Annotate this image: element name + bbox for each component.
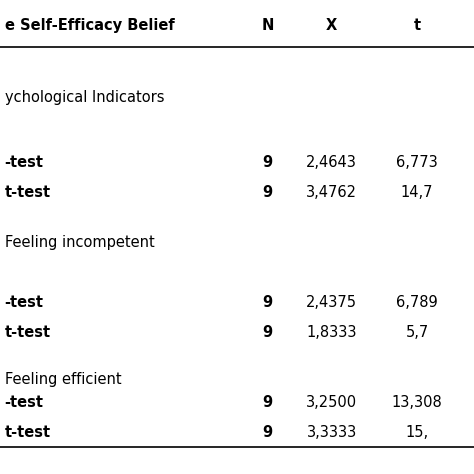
Text: t-test: t-test	[5, 185, 51, 200]
Text: 9: 9	[263, 155, 273, 170]
Text: 9: 9	[263, 295, 273, 310]
Text: -test: -test	[5, 155, 44, 170]
Text: t-test: t-test	[5, 425, 51, 440]
Text: 9: 9	[263, 325, 273, 340]
Text: -test: -test	[5, 395, 44, 410]
Text: 9: 9	[263, 425, 273, 440]
Text: 3,3333: 3,3333	[307, 425, 357, 440]
Text: 3,2500: 3,2500	[306, 395, 357, 410]
Text: 2,4375: 2,4375	[306, 295, 357, 310]
Text: Feeling incompetent: Feeling incompetent	[5, 235, 155, 250]
Text: 5,7: 5,7	[405, 325, 429, 340]
Text: t-test: t-test	[5, 325, 51, 340]
Text: -test: -test	[5, 295, 44, 310]
Text: 9: 9	[263, 395, 273, 410]
Text: 1,8333: 1,8333	[307, 325, 357, 340]
Text: e Self-Efficacy Belief: e Self-Efficacy Belief	[5, 18, 174, 33]
Text: ychological Indicators: ychological Indicators	[5, 90, 164, 105]
Text: 14,7: 14,7	[401, 185, 433, 200]
Text: 2,4643: 2,4643	[306, 155, 357, 170]
Text: N: N	[262, 18, 274, 33]
Text: 9: 9	[263, 185, 273, 200]
Text: t: t	[413, 18, 421, 33]
Text: 3,4762: 3,4762	[306, 185, 357, 200]
Text: 13,308: 13,308	[392, 395, 443, 410]
Text: 15,: 15,	[406, 425, 428, 440]
Text: X: X	[326, 18, 337, 33]
Text: Feeling efficient: Feeling efficient	[5, 372, 121, 387]
Text: 6,773: 6,773	[396, 155, 438, 170]
Text: 6,789: 6,789	[396, 295, 438, 310]
